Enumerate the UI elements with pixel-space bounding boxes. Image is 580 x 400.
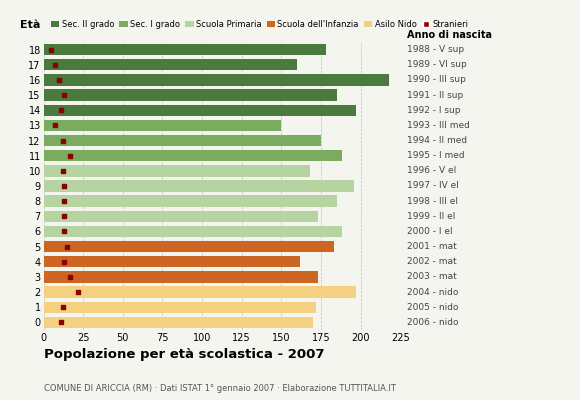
- Text: 1988 - V sup: 1988 - V sup: [407, 45, 463, 54]
- Bar: [44, 104, 356, 116]
- Text: 2001 - mat: 2001 - mat: [407, 242, 456, 251]
- Text: 1994 - II med: 1994 - II med: [407, 136, 467, 145]
- Legend: Sec. II grado, Sec. I grado, Scuola Primaria, Scuola dell'Infanzia, Asilo Nido, : Sec. II grado, Sec. I grado, Scuola Prim…: [48, 16, 472, 32]
- Bar: [44, 59, 297, 70]
- Bar: [44, 256, 300, 268]
- Bar: [44, 44, 326, 55]
- Text: 2003 - mat: 2003 - mat: [407, 272, 456, 282]
- Bar: [44, 226, 342, 237]
- Text: 2004 - nido: 2004 - nido: [407, 288, 458, 297]
- Text: 1992 - I sup: 1992 - I sup: [407, 106, 460, 115]
- Text: 1995 - I med: 1995 - I med: [407, 151, 464, 160]
- Bar: [44, 150, 342, 161]
- Bar: [44, 286, 356, 298]
- Text: 1997 - IV el: 1997 - IV el: [407, 182, 458, 190]
- Text: Popolazione per età scolastica - 2007: Popolazione per età scolastica - 2007: [44, 348, 324, 361]
- Text: 2002 - mat: 2002 - mat: [407, 257, 456, 266]
- Text: 1990 - III sup: 1990 - III sup: [407, 75, 466, 84]
- Text: 1993 - III med: 1993 - III med: [407, 121, 469, 130]
- Bar: [44, 180, 354, 192]
- Bar: [44, 120, 281, 131]
- Bar: [44, 135, 321, 146]
- Text: 1996 - V el: 1996 - V el: [407, 166, 456, 175]
- Text: Età: Età: [20, 20, 40, 30]
- Bar: [44, 165, 310, 176]
- Text: 2006 - nido: 2006 - nido: [407, 318, 458, 327]
- Bar: [44, 211, 318, 222]
- Text: 2005 - nido: 2005 - nido: [407, 303, 458, 312]
- Bar: [44, 317, 313, 328]
- Bar: [44, 89, 337, 101]
- Bar: [44, 271, 318, 283]
- Bar: [44, 241, 333, 252]
- Bar: [44, 302, 316, 313]
- Bar: [44, 74, 389, 86]
- Text: 1999 - II el: 1999 - II el: [407, 212, 455, 221]
- Bar: [44, 196, 337, 207]
- Text: 1989 - VI sup: 1989 - VI sup: [407, 60, 466, 69]
- Text: Anno di nascita: Anno di nascita: [407, 30, 492, 40]
- Text: 2000 - I el: 2000 - I el: [407, 227, 452, 236]
- Text: COMUNE DI ARICCIA (RM) · Dati ISTAT 1° gennaio 2007 · Elaborazione TUTTITALIA.IT: COMUNE DI ARICCIA (RM) · Dati ISTAT 1° g…: [44, 384, 396, 393]
- Text: 1998 - III el: 1998 - III el: [407, 197, 458, 206]
- Text: 1991 - II sup: 1991 - II sup: [407, 90, 463, 100]
